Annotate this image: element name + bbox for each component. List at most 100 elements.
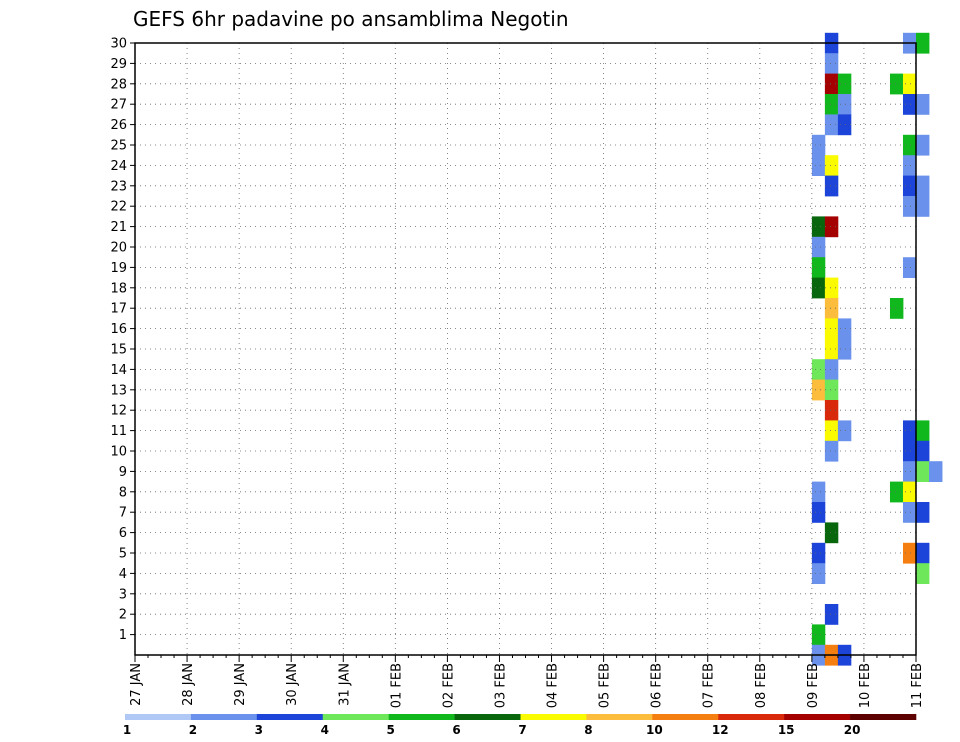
heatmap-cell: [824, 155, 839, 176]
colorbar-swatch: [190, 714, 258, 720]
x-tick-label: 01 FEB: [389, 663, 404, 708]
heatmap-cell: [902, 134, 917, 156]
y-tick-label: 10: [110, 445, 127, 460]
colorbar-swatch: [256, 714, 324, 720]
heatmap-cell: [837, 420, 852, 442]
heatmap-cell: [837, 94, 852, 115]
y-tick-label: 23: [110, 179, 127, 194]
heatmap-cell: [811, 134, 826, 156]
heatmap-cell: [902, 440, 917, 462]
heatmap-cell: [824, 420, 839, 442]
grid-lines: [135, 43, 916, 655]
y-tick-label: 19: [110, 261, 127, 276]
colorbar-level-label: 12: [712, 723, 729, 737]
heatmap-cell: [889, 73, 904, 95]
heatmap-cell: [824, 175, 839, 197]
heatmap-cell: [811, 277, 826, 299]
x-tick-label: 31 JAN: [337, 663, 352, 706]
y-tick-label: 27: [110, 98, 127, 113]
heatmap-cell: [916, 175, 930, 197]
x-axis: 27 JAN 28 JAN 29 JAN 30 JAN 31 JAN 01 FEB 02 F…: [129, 655, 925, 708]
y-tick-label: 11: [110, 424, 127, 439]
y-tick-label: 8: [119, 485, 127, 500]
heatmap-cell: [929, 461, 943, 482]
heatmap-cell: [902, 257, 917, 278]
y-tick-label: 2: [119, 608, 127, 623]
heatmap-cell: [824, 216, 839, 238]
heatmap-cell: [916, 461, 930, 482]
heatmap-cell: [824, 604, 839, 625]
colorbar-swatch: [850, 714, 917, 720]
y-tick-label: 22: [110, 200, 127, 215]
x-tick-label: 11 FEB: [910, 663, 925, 708]
heatmap-cell: [916, 420, 930, 442]
heatmap-cell: [824, 298, 839, 319]
y-tick-label: 7: [119, 506, 127, 521]
y-tick-label: 18: [110, 281, 127, 296]
heatmap-cell: [916, 32, 930, 54]
y-tick-label: 29: [110, 57, 127, 72]
heatmap-cell: [824, 359, 839, 380]
heatmap-cell: [824, 440, 839, 462]
heatmap-cell: [902, 542, 917, 564]
heatmap-cell: [811, 359, 826, 380]
heatmap-cell: [824, 338, 839, 360]
y-tick-label: 15: [110, 343, 127, 358]
colorbar-level-label: 3: [255, 723, 263, 737]
heatmap-cell: [837, 318, 852, 340]
heatmap-cell: [824, 73, 839, 95]
y-tick-label: 4: [119, 567, 127, 582]
y-tick-label: 3: [119, 587, 127, 602]
y-tick-label: 6: [119, 526, 127, 541]
x-tick-label: 04 FEB: [546, 663, 561, 708]
colorbar-level-label: 8: [584, 723, 592, 737]
heatmap-cell: [824, 522, 839, 544]
y-tick-label: 12: [110, 404, 127, 419]
heatmap-cell: [902, 94, 917, 115]
heatmap-cell: [837, 338, 852, 360]
colorbar-level-label: 15: [778, 723, 795, 737]
x-tick-label: 27 JAN: [129, 663, 144, 706]
heatmap-cells: [811, 32, 943, 666]
colorbar-level-label: 4: [321, 723, 329, 737]
y-tick-label: 24: [110, 159, 127, 174]
y-tick-label: 28: [110, 77, 127, 92]
y-tick-label: 14: [110, 363, 127, 378]
colorbar-swatch: [586, 714, 653, 720]
y-axis: 1234567891011121314151617181920212223242…: [110, 37, 135, 643]
heatmap-cell: [824, 53, 839, 74]
heatmap-cell: [916, 563, 930, 584]
heatmap-cell: [824, 379, 839, 401]
y-tick-label: 5: [119, 547, 127, 562]
heatmap-cell: [811, 236, 826, 258]
y-tick-label: 17: [110, 302, 127, 317]
heatmap-cell: [824, 114, 839, 136]
heatmap-cell: [811, 481, 826, 503]
heatmap-cell: [889, 481, 904, 503]
colorbar: 1 2 3 4 5 6 7 8 10 12 15 20: [123, 714, 917, 737]
heatmap-cell: [902, 73, 917, 95]
x-tick-label: 05 FEB: [598, 663, 613, 708]
heatmap-cell: [902, 481, 917, 503]
heatmap-cell: [811, 624, 826, 646]
heatmap-cell: [902, 196, 917, 217]
y-tick-label: 1: [119, 628, 127, 643]
colorbar-swatch: [454, 714, 521, 720]
heatmap-cell: [902, 461, 917, 482]
y-tick-label: 25: [110, 139, 127, 154]
heatmap-cell: [889, 298, 904, 319]
colorbar-swatch: [125, 714, 192, 720]
heatmap-cell: [916, 440, 930, 462]
heatmap-cell: [902, 155, 917, 176]
heatmap-cell: [916, 542, 930, 564]
x-tick-label: 10 FEB: [858, 663, 873, 708]
y-tick-label: 20: [110, 241, 127, 256]
colorbar-swatch: [322, 714, 389, 720]
heatmap-cell: [811, 257, 826, 278]
colorbar-level-label: 10: [646, 723, 663, 737]
colorbar-swatch: [388, 714, 455, 720]
heatmap-cell: [837, 114, 852, 136]
heatmap-cell: [811, 502, 826, 523]
y-tick-label: 26: [110, 118, 127, 133]
